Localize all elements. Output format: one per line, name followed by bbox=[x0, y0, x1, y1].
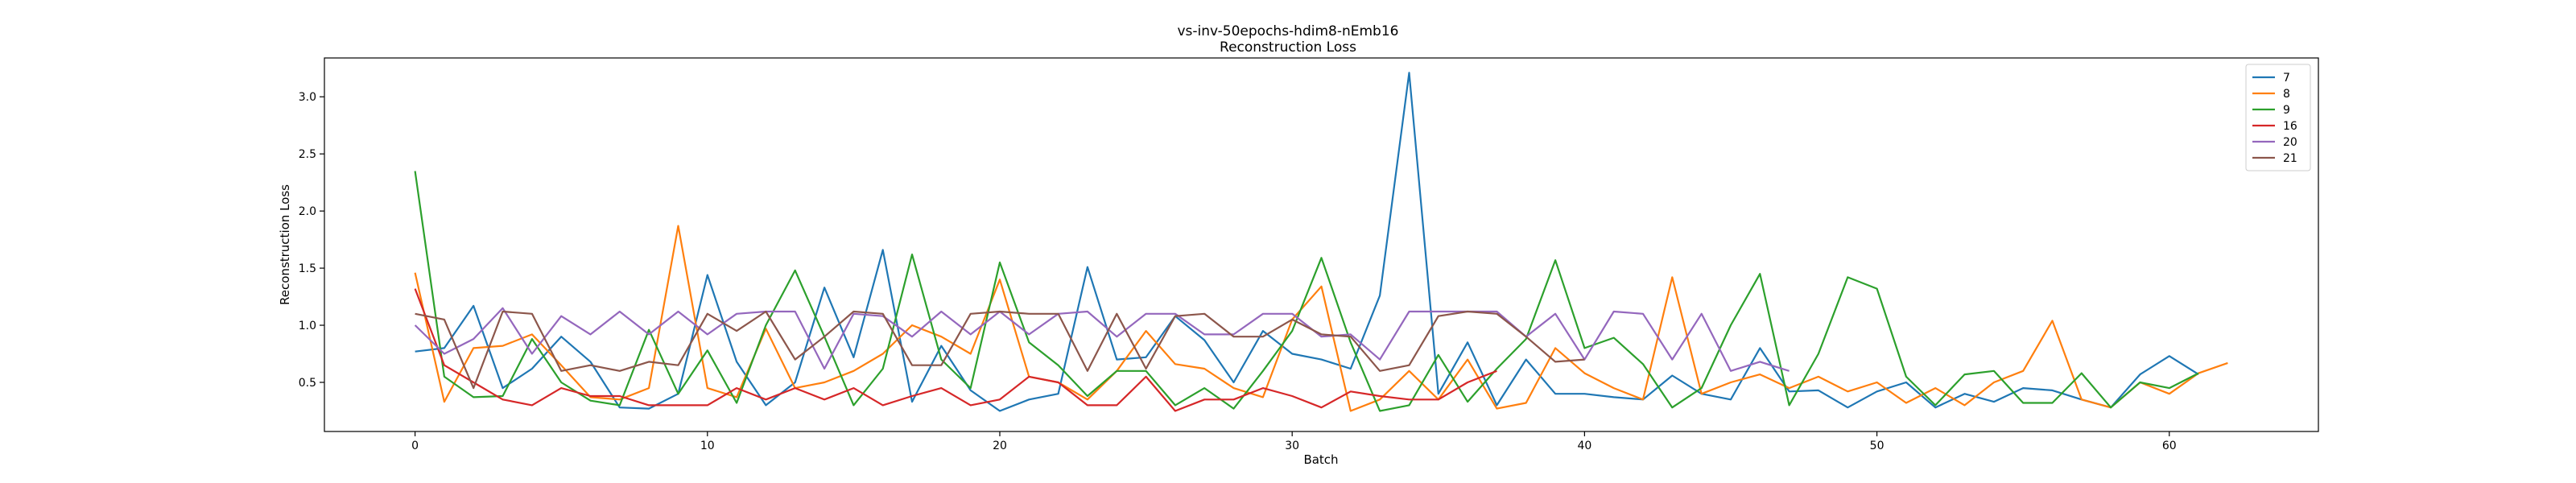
plot-frame bbox=[324, 57, 2319, 432]
x-tick-label: 20 bbox=[993, 440, 1007, 452]
x-tick-label: 10 bbox=[700, 440, 715, 452]
y-tick-label: 1.5 bbox=[299, 262, 316, 275]
x-axis-label: Batch bbox=[1303, 452, 1338, 467]
legend-box bbox=[2245, 64, 2311, 171]
y-tick-label: 2.5 bbox=[299, 148, 316, 161]
x-tick-label: 40 bbox=[1577, 440, 1591, 452]
y-tick-label: 0.5 bbox=[299, 377, 316, 390]
legend-label: 8 bbox=[2283, 88, 2290, 101]
plot-area: 0 10 20 30 40 50 60 0.5 1.0 1.5 2.0 2.5 3.0 bbox=[299, 57, 2319, 452]
series-line-9 bbox=[414, 171, 2199, 412]
legend-label: 7 bbox=[2283, 72, 2290, 85]
legend-label: 21 bbox=[2283, 152, 2297, 165]
x-tick-label: 50 bbox=[1870, 440, 1885, 452]
x-tick-label: 0 bbox=[411, 440, 419, 452]
x-tick-label: 30 bbox=[1285, 440, 1299, 452]
series-line-16 bbox=[414, 288, 1497, 412]
chart-title: vs-inv-50epochs-hdim8-nEmb16 bbox=[1178, 23, 1399, 39]
series-line-8 bbox=[414, 225, 2228, 412]
series-line-21 bbox=[415, 310, 1585, 390]
y-tick-label: 3.0 bbox=[299, 91, 316, 104]
x-tick-label: 60 bbox=[2162, 440, 2177, 452]
legend-label: 16 bbox=[2283, 120, 2297, 133]
y-tick-label: 1.0 bbox=[299, 320, 316, 332]
legend-label: 9 bbox=[2283, 104, 2290, 117]
legend: 7 8 9 16 20 21 bbox=[2245, 64, 2311, 171]
chart-subtitle: Reconstruction Loss bbox=[1220, 39, 1356, 56]
series-line-7 bbox=[415, 72, 2199, 412]
y-axis-label: Reconstruction Loss bbox=[278, 184, 292, 305]
legend-label: 20 bbox=[2283, 136, 2297, 149]
series-line-20 bbox=[414, 307, 1790, 372]
y-tick-label: 2.0 bbox=[299, 205, 316, 218]
